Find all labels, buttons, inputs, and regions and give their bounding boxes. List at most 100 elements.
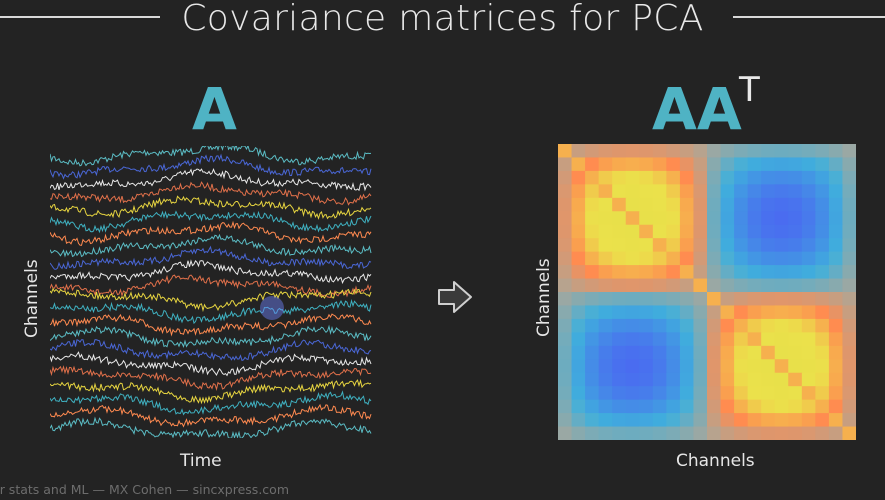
heatmap-cell <box>815 399 830 414</box>
heatmap-cell <box>666 211 681 226</box>
heatmap-cell <box>842 184 856 199</box>
heatmap-cell <box>585 170 600 185</box>
heatmap-cell <box>598 386 613 401</box>
heatmap-cell <box>598 305 613 320</box>
heatmap-cell <box>707 224 722 239</box>
heatmap-cell <box>761 224 776 239</box>
heatmap-cell <box>801 265 816 280</box>
heatmap-cell <box>747 399 762 414</box>
heatmap-cell <box>801 305 816 320</box>
heatmap-cell <box>652 332 667 347</box>
heatmap-cell <box>828 224 844 239</box>
heatmap-cell <box>639 278 654 293</box>
heatmap-cell <box>652 157 667 172</box>
heatmap-cell <box>652 413 667 428</box>
heatmap-cell <box>571 251 586 266</box>
heatmap-cell <box>707 426 722 440</box>
heatmap-cell <box>734 211 749 226</box>
heatmap-cell <box>707 345 722 360</box>
heatmap-cell <box>639 144 654 159</box>
heatmap-cell <box>612 413 627 428</box>
heatmap-cell <box>720 224 735 239</box>
heatmap-cell <box>598 265 613 280</box>
heatmap-cell <box>720 332 735 347</box>
heatmap-cell <box>598 413 613 428</box>
heatmap-cell <box>788 399 803 414</box>
heatmap-cell <box>720 238 735 253</box>
heatmap-cell <box>612 197 627 212</box>
heatmap-cell <box>652 305 667 320</box>
heatmap-cell <box>693 413 708 428</box>
heatmap-cell <box>652 426 667 440</box>
heatmap-cell <box>747 292 762 307</box>
channel-trace <box>50 416 372 438</box>
channel-trace <box>50 274 372 298</box>
heatmap-cell <box>558 157 573 172</box>
heatmap-cell <box>625 359 640 374</box>
heatmap-cell <box>693 144 708 159</box>
heatmap-cell <box>652 211 667 226</box>
heatmap-cell <box>679 211 695 226</box>
heatmap-cell <box>612 318 627 333</box>
footer-credit: er stats and ML — MX Cohen — sincxpress.… <box>0 482 289 497</box>
heatmap-cell <box>571 359 586 374</box>
heatmap-cell <box>666 399 681 414</box>
heatmap-cell <box>815 157 830 172</box>
heatmap-cell <box>652 386 667 401</box>
heatmap-cell <box>639 318 654 333</box>
channel-trace <box>50 339 372 362</box>
heatmap-cell <box>707 197 722 212</box>
heatmap-cell <box>612 251 627 266</box>
heatmap-cell <box>571 238 586 253</box>
heatmap-cell <box>652 251 667 266</box>
heatmap-cell <box>612 386 627 401</box>
heatmap-cell <box>666 170 681 185</box>
heatmap-cell <box>815 332 830 347</box>
heatmap-cell <box>625 251 640 266</box>
heatmap-cell <box>788 184 803 199</box>
heatmap-cell <box>815 278 830 293</box>
heatmap-cell <box>612 278 627 293</box>
heatmap-y-label: Channels <box>534 258 554 337</box>
heatmap-cell <box>801 426 816 440</box>
heatmap-cell <box>774 197 789 212</box>
heatmap-cell <box>747 413 762 428</box>
matrix-aat-label: AA <box>652 75 742 143</box>
heatmap-cell <box>652 265 667 280</box>
channel-trace <box>50 299 372 325</box>
heatmap-cell <box>612 170 627 185</box>
heatmap-cell <box>679 345 695 360</box>
heatmap-cell <box>747 305 762 320</box>
heatmap-cell <box>828 399 844 414</box>
heatmap-cell <box>625 345 640 360</box>
heatmap-cell <box>693 157 708 172</box>
heatmap-cell <box>679 386 695 401</box>
heatmap-cell <box>571 305 586 320</box>
heatmap-cell <box>774 144 789 159</box>
heatmap-cell <box>693 318 708 333</box>
heatmap-cell <box>761 345 776 360</box>
heatmap-cell <box>788 265 803 280</box>
heatmap-cell <box>598 332 613 347</box>
heatmap-cell <box>598 372 613 387</box>
heatmap-cell <box>815 345 830 360</box>
heatmap-cell <box>585 184 600 199</box>
heatmap-cell <box>788 170 803 185</box>
heatmap-cell <box>747 238 762 253</box>
heatmap-cell <box>788 278 803 293</box>
heatmap-cell <box>585 278 600 293</box>
heatmap-cell <box>761 251 776 266</box>
heatmap-cell <box>571 345 586 360</box>
channel-trace <box>50 403 372 428</box>
heatmap-cell <box>666 386 681 401</box>
heatmap-cell <box>774 224 789 239</box>
heatmap-cell <box>774 157 789 172</box>
heatmap-cell <box>693 305 708 320</box>
heatmap-cell <box>720 144 735 159</box>
heatmap-cell <box>558 144 573 159</box>
heatmap-cell <box>734 170 749 185</box>
heatmap-cell <box>734 426 749 440</box>
heatmap-cell <box>625 144 640 159</box>
heatmap-cell <box>747 265 762 280</box>
heatmap-cell <box>788 345 803 360</box>
